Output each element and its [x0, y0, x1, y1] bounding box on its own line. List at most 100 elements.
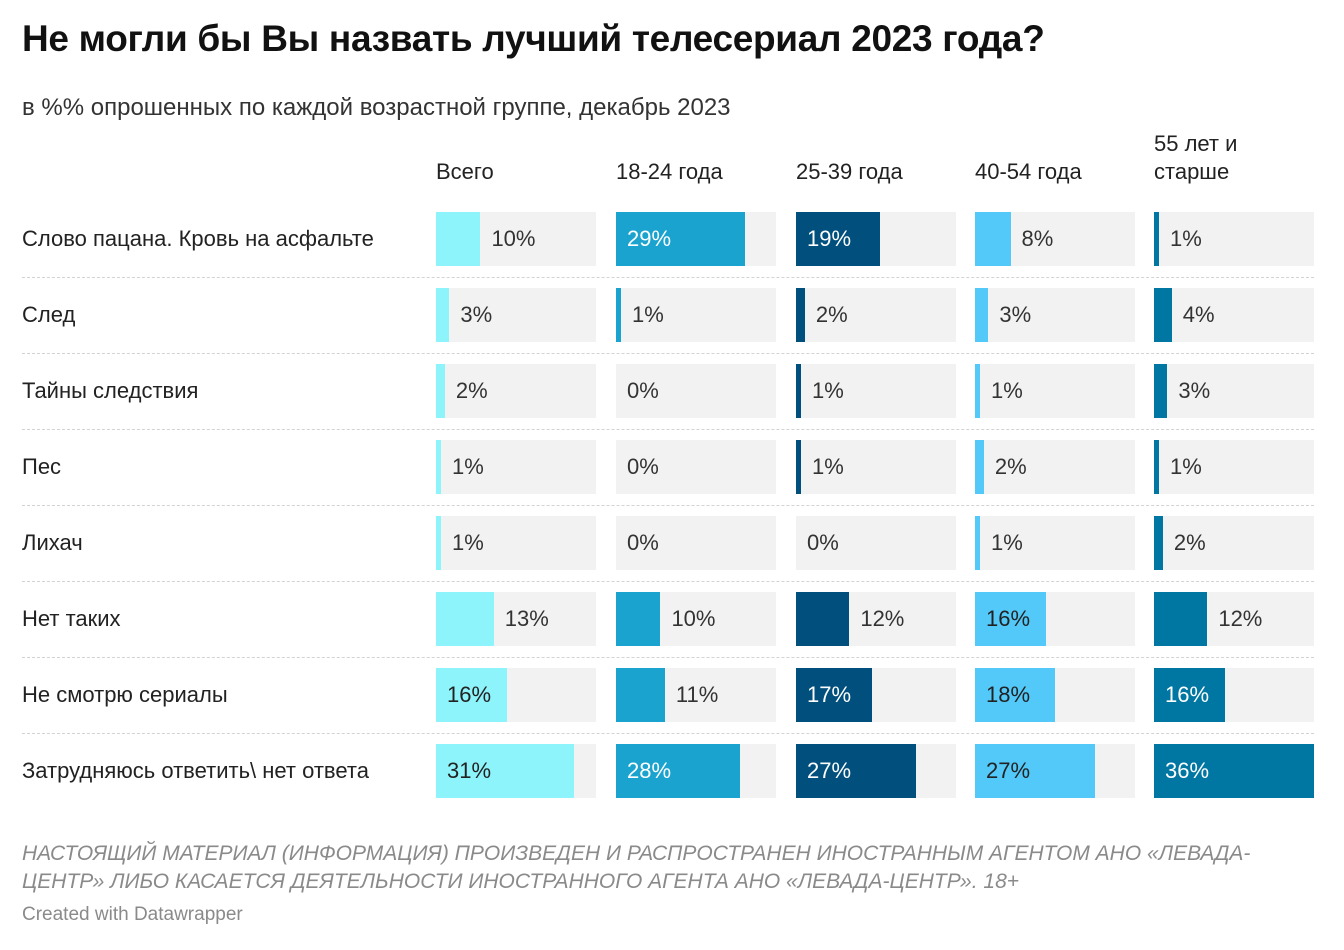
- row-label: Слово пацана. Кровь на асфальте: [22, 226, 374, 251]
- data-label: 3%: [999, 302, 1032, 327]
- bar: [1154, 364, 1168, 418]
- data-label: 1%: [632, 302, 664, 327]
- bar-track: [796, 364, 956, 418]
- bar-track: [436, 288, 596, 342]
- bar: [1154, 744, 1314, 798]
- bar: [1154, 668, 1226, 722]
- data-label: 1%: [991, 378, 1023, 403]
- row-separator: [22, 505, 1314, 506]
- bar-track: [1154, 288, 1314, 342]
- data-label: 1%: [812, 454, 844, 479]
- bar: [796, 744, 916, 798]
- data-label: 12%: [860, 606, 905, 631]
- bar: [975, 516, 980, 570]
- bar-track: [436, 516, 596, 570]
- row-separator: [22, 657, 1314, 658]
- data-label: 2%: [994, 454, 1027, 479]
- bar: [1154, 592, 1208, 646]
- bar: [1154, 516, 1163, 570]
- bar-track: [1154, 516, 1314, 570]
- row-separator: [22, 581, 1314, 582]
- bar-track: [975, 364, 1135, 418]
- column-header: 25-39 года: [796, 159, 903, 184]
- bar: [616, 288, 621, 342]
- bar: [616, 592, 661, 646]
- column-header: 40-54 года: [975, 159, 1082, 184]
- data-label: 3%: [460, 302, 493, 327]
- bar-track: [436, 440, 596, 494]
- data-label: 12%: [1218, 606, 1263, 631]
- bar: [975, 288, 989, 342]
- data-label: 4%: [1182, 302, 1215, 327]
- row-separator: [22, 277, 1314, 278]
- bar-track: [975, 440, 1135, 494]
- bar: [796, 668, 872, 722]
- row-separator: [22, 429, 1314, 430]
- data-label: 1%: [812, 378, 844, 403]
- data-label: 8%: [1021, 226, 1054, 251]
- bar-track: [1154, 212, 1314, 266]
- bar: [1154, 288, 1172, 342]
- row-label: Пес: [22, 454, 62, 479]
- data-label: 18%: [986, 682, 1031, 707]
- bar: [436, 744, 574, 798]
- bar: [975, 440, 984, 494]
- row-label: Нет таких: [22, 606, 121, 631]
- bar-track: [975, 516, 1135, 570]
- data-label: 1%: [991, 530, 1023, 555]
- bar-track: [796, 516, 956, 570]
- chart-subtitle: в %% опрошенных по каждой возрастной гру…: [22, 94, 731, 121]
- column-header: 55 лет и старше: [1154, 131, 1238, 184]
- data-label: 2%: [455, 378, 488, 403]
- data-label: 0%: [627, 530, 659, 555]
- data-label: 29%: [627, 226, 672, 251]
- row-label: Не смотрю сериалы: [22, 682, 228, 707]
- data-label: 27%: [986, 758, 1031, 783]
- chart-title: Не могли бы Вы назвать лучший телесериал…: [22, 18, 1045, 59]
- bar-track: [1154, 440, 1314, 494]
- row-label: Тайны следствия: [22, 378, 199, 403]
- bar: [1154, 212, 1159, 266]
- bar: [1154, 440, 1159, 494]
- data-label: 16%: [447, 682, 492, 707]
- row-label: Лихач: [22, 530, 83, 555]
- bar: [975, 364, 980, 418]
- data-label: 1%: [452, 454, 484, 479]
- data-label: 19%: [807, 226, 852, 251]
- data-label: 10%: [671, 606, 716, 631]
- data-label: 10%: [491, 226, 536, 251]
- bar-track: [796, 288, 956, 342]
- data-label: 0%: [627, 454, 659, 479]
- bar: [796, 592, 850, 646]
- bar: [796, 440, 801, 494]
- data-label: 13%: [504, 606, 549, 631]
- row-label: След: [22, 302, 76, 327]
- bar: [616, 212, 745, 266]
- datawrapper-credit: Created with Datawrapper: [22, 904, 243, 925]
- data-label: 3%: [1178, 378, 1211, 403]
- bar: [436, 288, 450, 342]
- row-separator: [22, 733, 1314, 734]
- data-label: 31%: [447, 758, 492, 783]
- bar: [975, 744, 1095, 798]
- bar: [616, 668, 665, 722]
- data-label: 11%: [675, 682, 719, 707]
- bar: [616, 744, 741, 798]
- data-label: 17%: [807, 682, 852, 707]
- bar: [436, 668, 508, 722]
- bar-track: [1154, 364, 1314, 418]
- bar: [975, 592, 1047, 646]
- bar: [436, 516, 441, 570]
- bar: [436, 592, 494, 646]
- row-label: Затрудняюсь ответить\ нет ответа: [22, 758, 369, 783]
- bar-track: [436, 364, 596, 418]
- column-header: 18-24 года: [616, 159, 723, 184]
- bar-track: [796, 440, 956, 494]
- data-label: 36%: [1165, 758, 1210, 783]
- data-label: 16%: [986, 606, 1031, 631]
- data-label: 27%: [807, 758, 852, 783]
- bar: [796, 212, 881, 266]
- bar-track: [616, 364, 776, 418]
- foreign-agent-notice: Настоящий материал (информация) произвед…: [22, 842, 1251, 893]
- bar: [436, 440, 441, 494]
